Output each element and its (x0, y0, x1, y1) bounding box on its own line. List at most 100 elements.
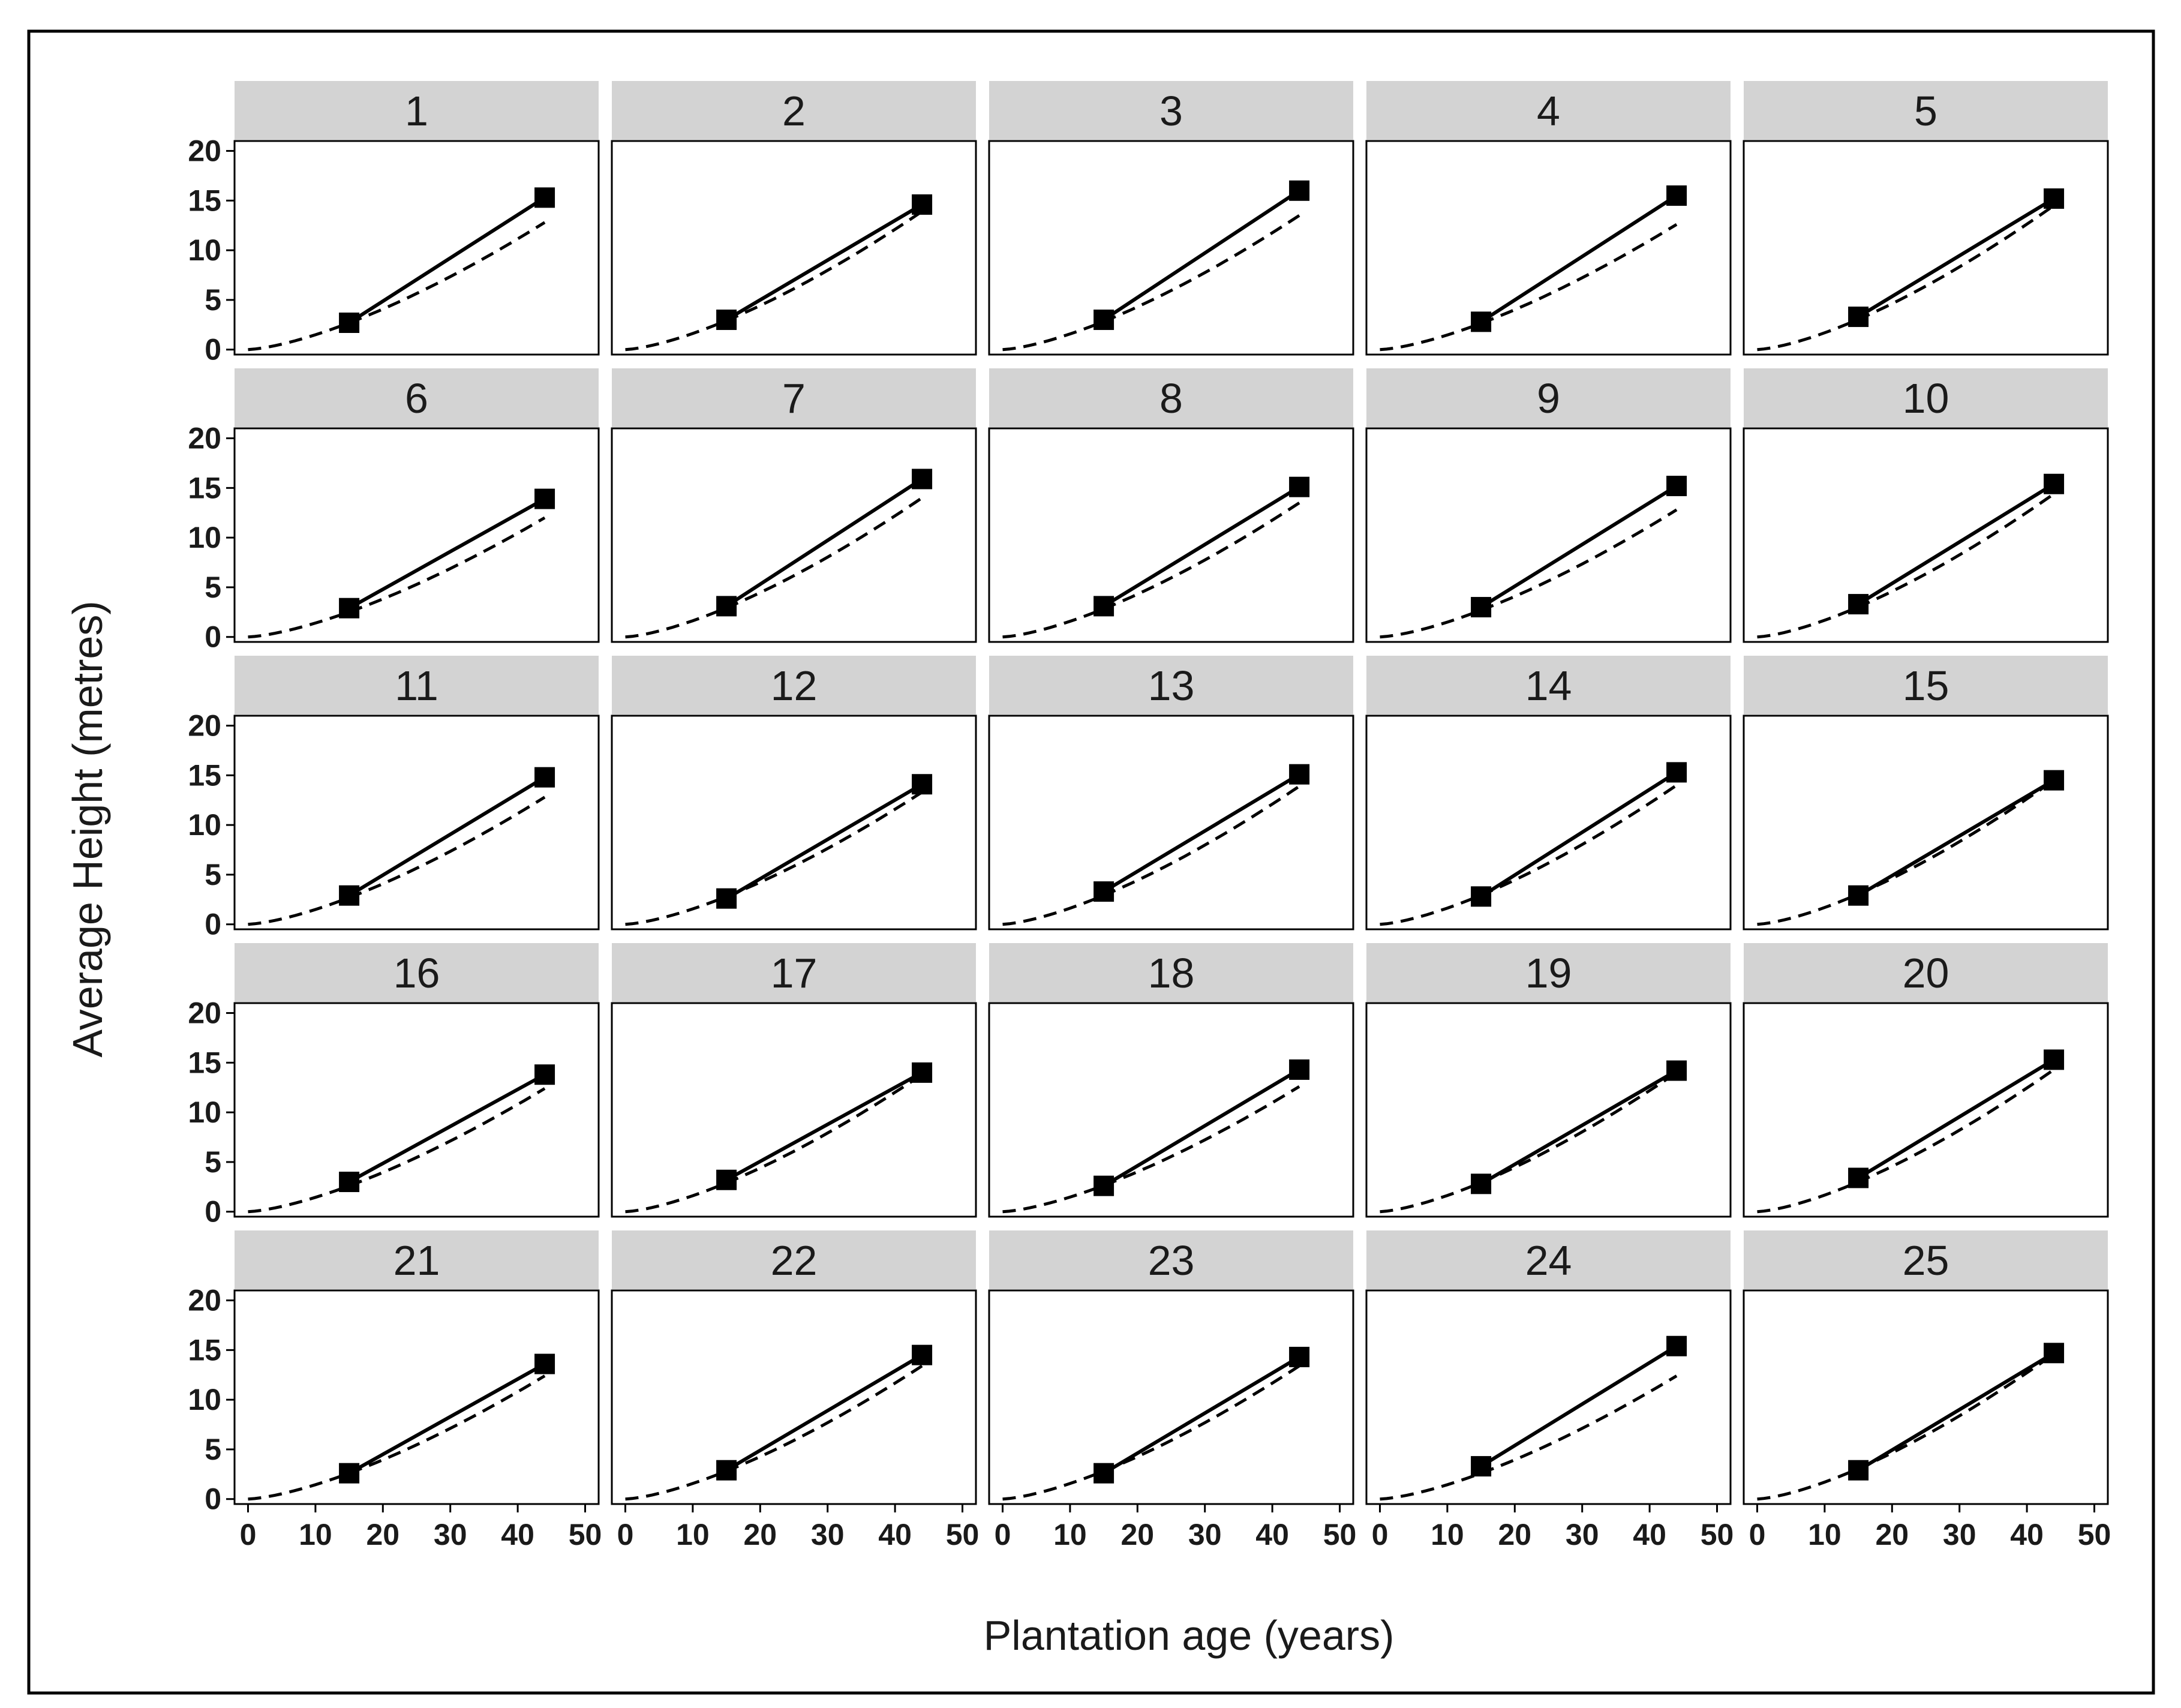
x-tick-label: 20 (1875, 1518, 1909, 1551)
model-dashed-line (1002, 502, 1300, 639)
observed-line (1857, 1058, 2055, 1179)
x-tick-label: 30 (1566, 1518, 1599, 1551)
model-dashed-line (1757, 493, 2055, 639)
observed-point (1666, 185, 1687, 206)
observed-point (339, 1172, 360, 1193)
observed-point (1289, 180, 1310, 201)
facet-strip-label: 21 (393, 1237, 440, 1284)
x-tick-label: 10 (1053, 1518, 1087, 1551)
observed-point (339, 1463, 360, 1484)
observed-line (348, 1073, 546, 1184)
observed-line (1102, 1355, 1300, 1475)
facet-strip (1366, 368, 1731, 427)
x-tick-label: 10 (1431, 1518, 1464, 1551)
facet-panel: 2 (611, 81, 977, 356)
x-tick-label: 0 (995, 1518, 1011, 1551)
y-axis-title: Average Height (metres) (64, 601, 111, 1057)
facet-panel: 12 (611, 656, 977, 930)
observed-point (1471, 886, 1492, 907)
y-tick-label: 5 (205, 1433, 221, 1466)
observed-point (534, 488, 555, 509)
observed-line (1857, 779, 2055, 897)
y-tick-label: 15 (188, 1333, 221, 1367)
observed-line (725, 477, 923, 608)
y-tick-label: 0 (205, 620, 221, 654)
facet-strip (989, 943, 1353, 1002)
facet-panel: 19 (1365, 943, 1732, 1218)
facet-strip-label: 14 (1525, 662, 1572, 709)
x-tick-label: 30 (1188, 1518, 1222, 1551)
model-dashed-line (1380, 223, 1678, 352)
facet-strip-label: 24 (1525, 1237, 1572, 1284)
y-tick-label: 15 (188, 758, 221, 792)
model-dashed-line (1757, 1068, 2055, 1214)
facet-panel: 7 (611, 368, 977, 643)
observed-point (534, 1064, 555, 1085)
observed-point (716, 1169, 737, 1190)
panel-border (1743, 427, 2109, 643)
facet-strip-label: 9 (1537, 375, 1560, 422)
facet-panel: 3 (988, 81, 1354, 356)
facet-strip (1744, 656, 2108, 715)
observed-line (1102, 485, 1300, 608)
panel-border (233, 1289, 600, 1505)
model-dashed-line (248, 221, 546, 352)
panel-border (233, 715, 600, 930)
facet-panel: 24 0 10 20 30 40 50 (1365, 1230, 1734, 1551)
model-dashed-line (625, 210, 923, 352)
model-dashed-line (248, 1374, 546, 1501)
observed-point (1289, 1059, 1310, 1080)
y-tick-label: 10 (188, 233, 221, 267)
y-tick-label: 15 (188, 1046, 221, 1079)
x-tick-label: 40 (2010, 1518, 2044, 1551)
facet-strip-label: 25 (1903, 1237, 1949, 1284)
model-dashed-line (1380, 1071, 1678, 1214)
observed-point (534, 187, 555, 208)
panel-border (1365, 715, 1732, 930)
observed-point (716, 310, 737, 331)
observed-point (912, 1344, 933, 1365)
facet-panel: 9 (1365, 368, 1732, 643)
x-tick-label: 40 (1633, 1518, 1666, 1551)
x-tick-label: 40 (1255, 1518, 1289, 1551)
x-tick-label: 30 (811, 1518, 845, 1551)
observed-line (725, 782, 923, 900)
observed-point (1289, 764, 1310, 785)
model-dashed-line (248, 516, 546, 639)
panel-border (1743, 715, 2109, 930)
facet-strip-label: 23 (1148, 1237, 1195, 1284)
model-dashed-line (625, 1073, 923, 1214)
observed-point (912, 194, 933, 215)
observed-point (1093, 1175, 1114, 1196)
observed-line (725, 1071, 923, 1182)
x-tick-label: 20 (743, 1518, 777, 1551)
model-dashed-line (625, 1364, 923, 1501)
facet-strip (235, 81, 599, 140)
panel-border (1365, 427, 1732, 643)
panel-border (611, 427, 977, 643)
observed-point (716, 596, 737, 617)
facet-strip (1744, 943, 2108, 1002)
panel-border (988, 1289, 1354, 1505)
facet-panel: 16 0 5 10 15 20 (188, 943, 600, 1229)
facet-strip-label: 10 (1903, 375, 1949, 422)
facet-panel: 5 (1743, 81, 2109, 356)
observed-point (1848, 1167, 1869, 1188)
x-tick-label: 0 (617, 1518, 634, 1551)
facet-panel: 8 (988, 368, 1354, 643)
facet-strip-label: 7 (782, 375, 806, 422)
facet-strip (1744, 368, 2108, 427)
y-tick-label: 0 (205, 1195, 221, 1229)
facet-strip-label: 2 (782, 88, 806, 134)
facet-strip-label: 11 (395, 662, 438, 709)
y-tick-label: 10 (188, 1095, 221, 1129)
facet-strip-label: 13 (1148, 662, 1195, 709)
observed-point (1093, 881, 1114, 902)
x-tick-label: 40 (501, 1518, 534, 1551)
observed-point (1666, 1335, 1687, 1356)
observed-point (2044, 1343, 2065, 1364)
facet-strip (235, 656, 599, 715)
panel-border (988, 715, 1354, 930)
y-tick-label: 5 (205, 571, 221, 604)
model-dashed-line (1002, 1085, 1300, 1214)
